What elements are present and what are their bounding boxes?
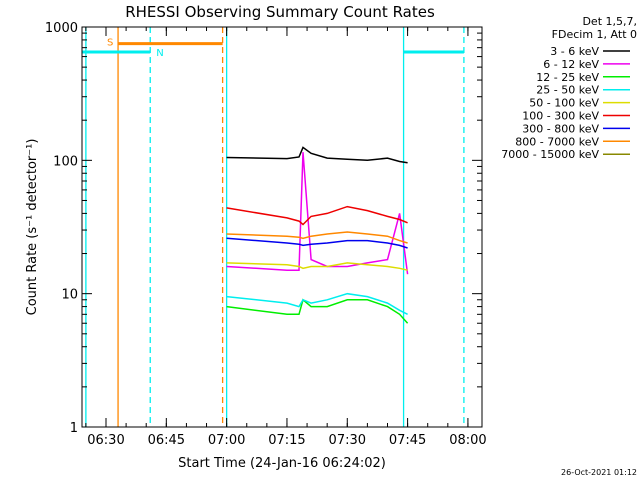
plot-frame: [81, 26, 483, 428]
series-line-3: [226, 298, 409, 324]
legend-label-7: 300 - 800 keV: [522, 122, 599, 135]
x-tick-label: 07:30: [329, 433, 366, 448]
legend-label-5: 50 - 100 keV: [529, 97, 599, 110]
legend-label-9: 7000 - 15000 keV: [501, 148, 599, 161]
x-tick-label: 07:15: [268, 433, 305, 448]
plot-data-layer: SN: [82, 27, 465, 427]
y-axis-label: Count Rate (s⁻¹ detector⁻¹): [25, 139, 40, 316]
series-line-7: [226, 237, 408, 249]
x-tick-label: 06:45: [148, 433, 185, 448]
y-tick-label: 100: [53, 154, 78, 169]
legend-label-6: 100 - 300 keV: [522, 110, 599, 123]
legend-label-8: 800 - 7000 keV: [515, 135, 599, 148]
generation-timestamp: 26-Oct-2021 01:12: [561, 468, 637, 477]
legend-header-line-2: FDecim 1, Att 0: [552, 28, 637, 41]
x-tick-label: 07:00: [208, 433, 245, 448]
series-line-1: [226, 146, 408, 164]
x-tick-label: 08:00: [449, 433, 486, 448]
series-line-5: [226, 262, 408, 271]
series-line-2: [226, 152, 409, 275]
series-line-6: [226, 205, 408, 226]
x-tick-label: 07:45: [389, 433, 426, 448]
legend-label-3: 12 - 25 keV: [536, 71, 599, 84]
series-line-4: [226, 292, 408, 315]
x-axis: 06:30 06:45 07:00 07:15 07:30 07:45 08:00: [85, 27, 487, 448]
night-state-label: N: [156, 48, 163, 59]
y-tick-label: 10: [61, 288, 78, 303]
y-tick-label: 1000: [45, 21, 78, 36]
x-axis-label: Start Time (24-Jan-16 06:24:02): [178, 456, 386, 471]
legend-label-1: 3 - 6 keV: [550, 45, 599, 58]
chart-title: RHESSI Observing Summary Count Rates: [125, 3, 435, 21]
legend-label-4: 25 - 50 keV: [536, 84, 599, 97]
attenuator-state-label: S: [107, 38, 113, 49]
legend-label-2: 6 - 12 keV: [543, 58, 599, 71]
y-tick-label: 1: [70, 421, 78, 436]
y-axis: 1 10 100 1000: [45, 21, 482, 436]
series-line-8: [226, 231, 408, 244]
legend-header-line-1: Det 1,5,7,: [582, 15, 637, 28]
x-tick-label: 06:30: [87, 433, 124, 448]
